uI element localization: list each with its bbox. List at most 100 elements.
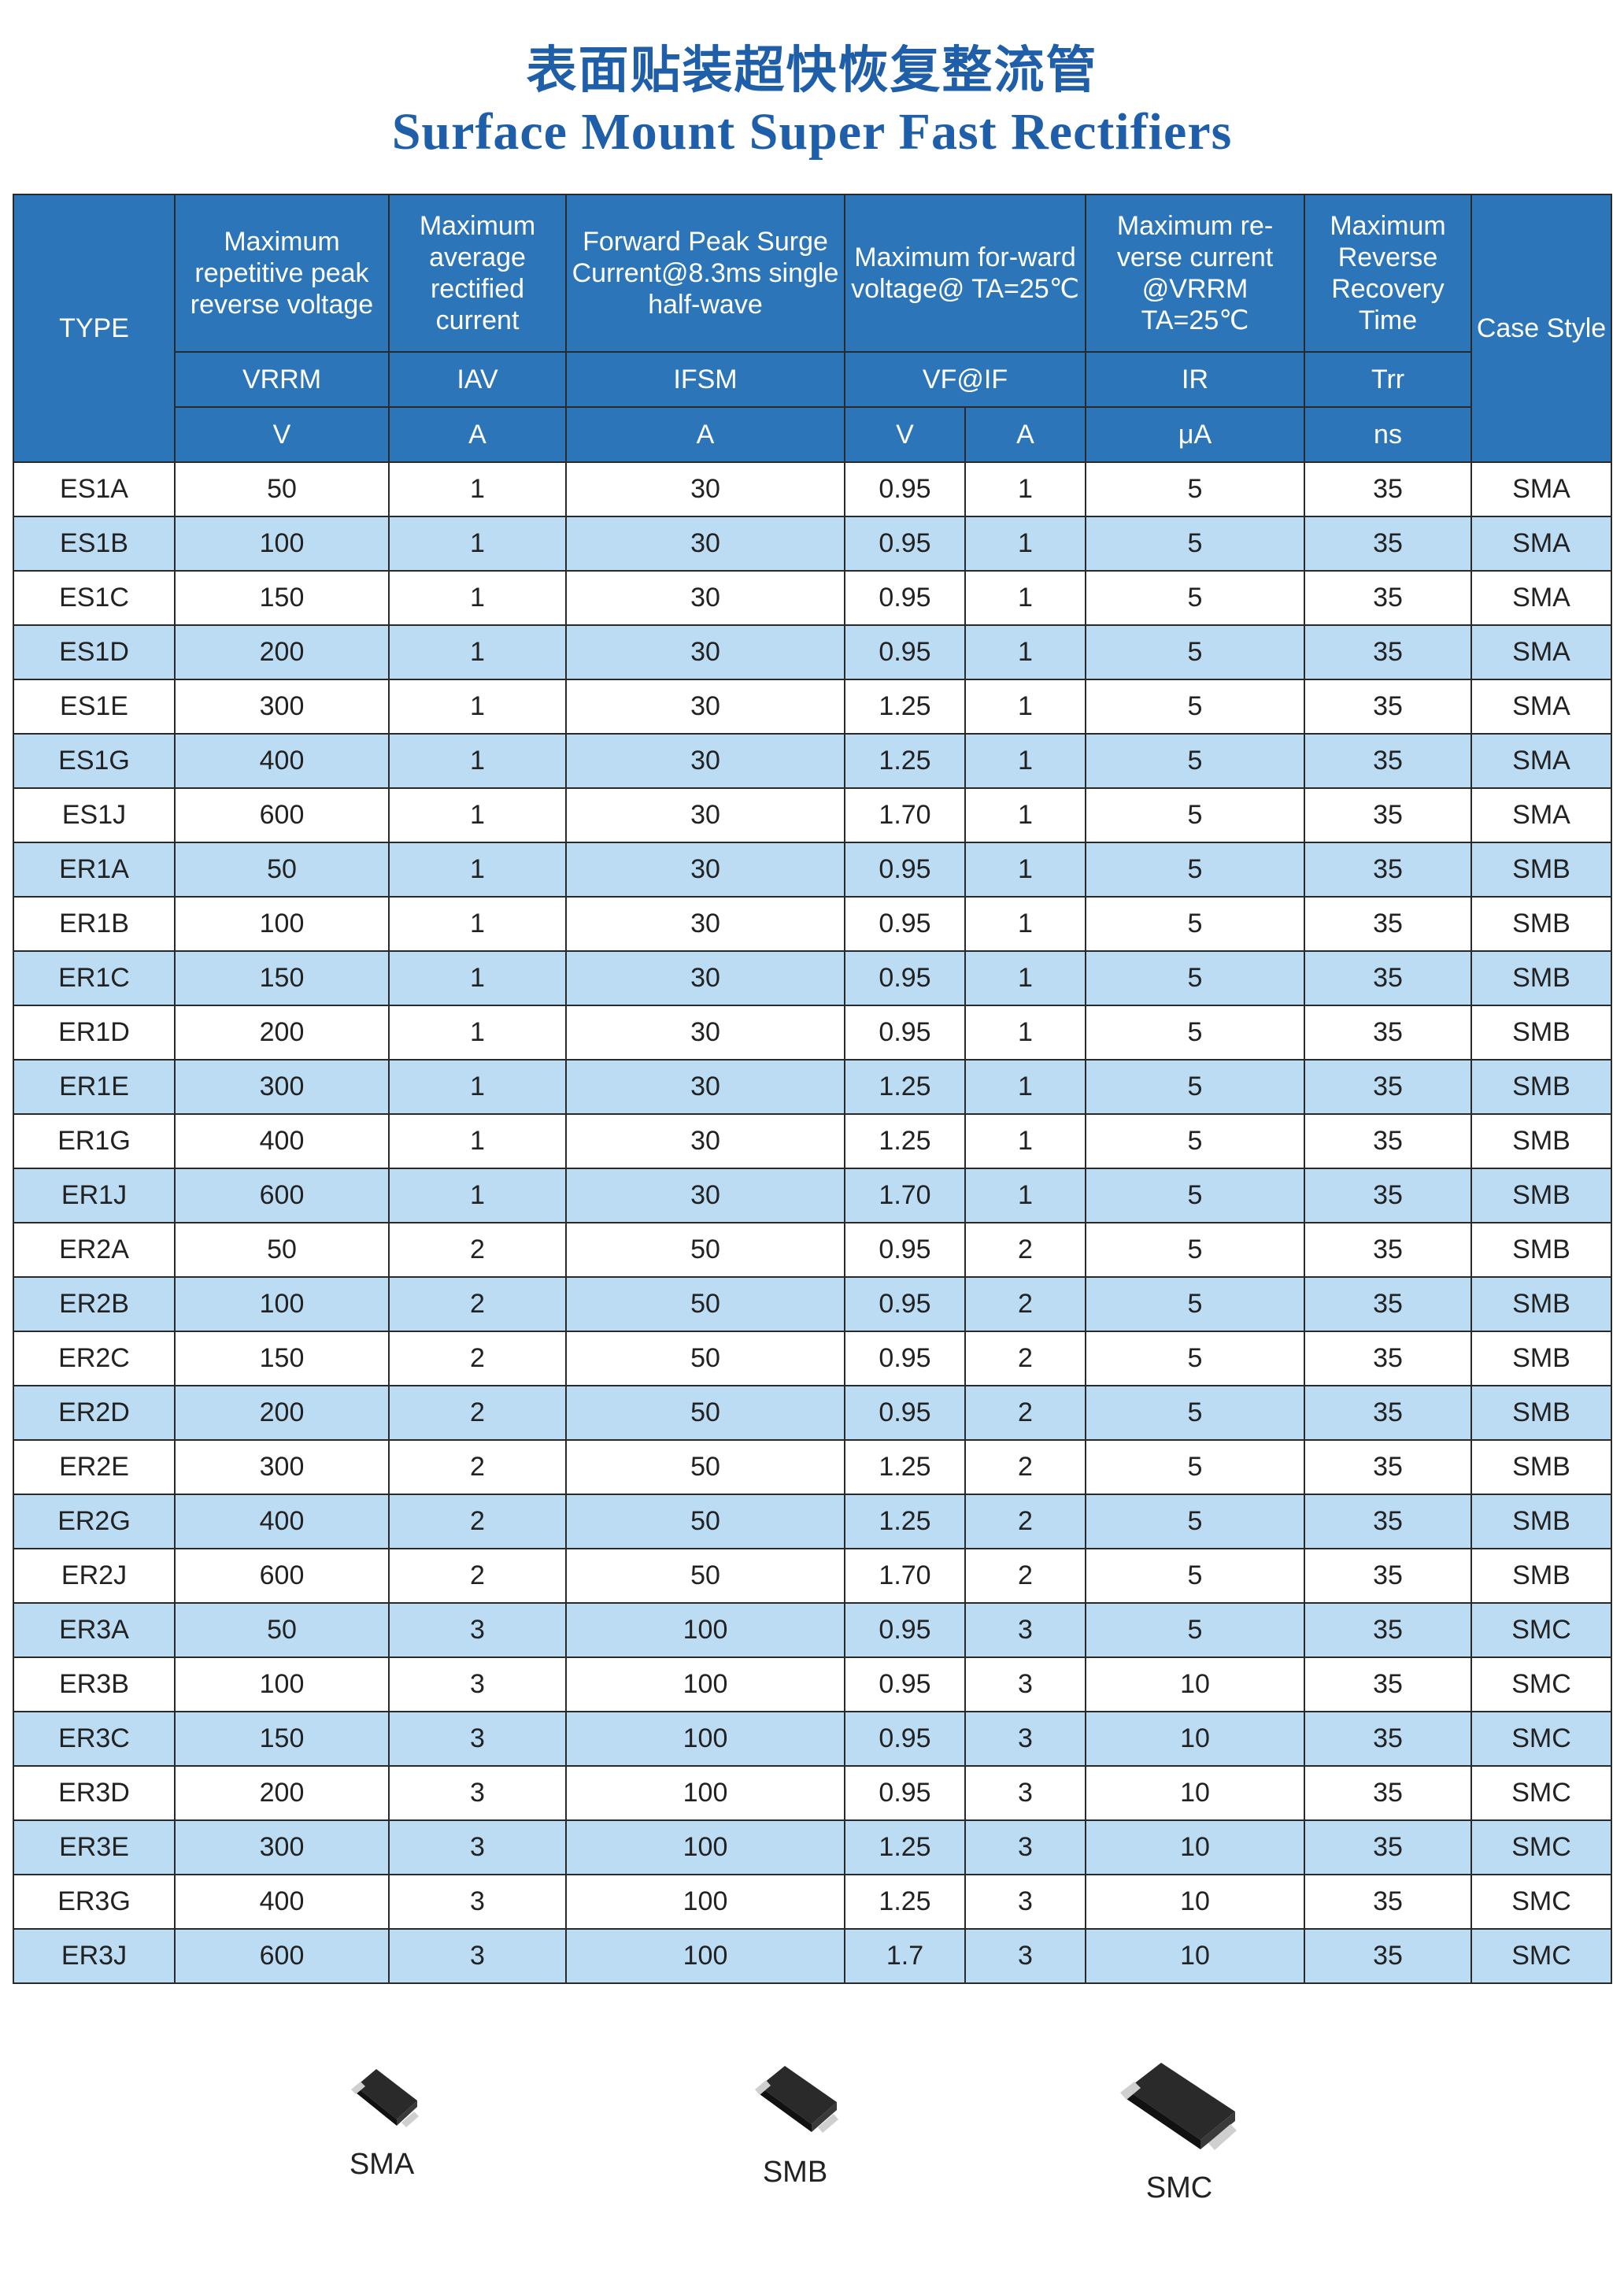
cell-type: ER1A — [13, 842, 176, 898]
cell-ifsm: 100 — [565, 1928, 845, 1984]
header-vf-desc: Maximum for-ward voltage@ TA=25℃ — [843, 194, 1087, 353]
cell-ifsm: 50 — [565, 1385, 845, 1441]
cell-ifsm: 100 — [565, 1602, 845, 1658]
cell-vrrm: 300 — [174, 1439, 390, 1495]
cell-ifsm: 50 — [565, 1494, 845, 1549]
cell-ir: 10 — [1085, 1819, 1306, 1875]
cell-if: 3 — [964, 1928, 1087, 1984]
cell-case: SMA — [1470, 570, 1613, 626]
cell-ir: 5 — [1085, 461, 1306, 517]
cell-vrrm: 300 — [174, 1819, 390, 1875]
cell-case: SMB — [1470, 1548, 1613, 1604]
cell-case: SMB — [1470, 1005, 1613, 1061]
cell-type: ER2C — [13, 1331, 176, 1386]
cell-vrrm: 300 — [174, 679, 390, 735]
cell-iav: 1 — [388, 842, 567, 898]
cell-type: ES1D — [13, 624, 176, 680]
cell-iav: 1 — [388, 1005, 567, 1061]
sma-package-icon — [351, 2069, 419, 2127]
cell-vrrm: 100 — [174, 896, 390, 952]
cell-type: ER3E — [13, 1819, 176, 1875]
cell-vf: 1.25 — [844, 1059, 966, 1115]
cell-case: SMB — [1470, 1059, 1613, 1115]
cell-type: ER2D — [13, 1385, 176, 1441]
table-row: ER1D 200 1 30 0.95 1 5 35 SMB — [13, 1005, 1613, 1061]
cell-vrrm: 50 — [174, 461, 390, 517]
cell-case: SMB — [1470, 1168, 1613, 1223]
cell-vf: 0.95 — [844, 896, 966, 952]
cell-iav: 3 — [388, 1711, 567, 1767]
cell-trr: 35 — [1304, 950, 1473, 1006]
cell-iav: 2 — [388, 1331, 567, 1386]
cell-vf: 1.25 — [844, 1113, 966, 1169]
table-row: ES1G 400 1 30 1.25 1 5 35 SMA — [13, 733, 1613, 789]
cell-type: ER3A — [13, 1602, 176, 1658]
cell-iav: 1 — [388, 950, 567, 1006]
package-smb: SMB — [701, 2055, 890, 2190]
cell-vf: 1.25 — [844, 733, 966, 789]
cell-vrrm: 150 — [174, 1711, 390, 1767]
table-row: ER3A 50 3 100 0.95 3 5 35 SMC — [13, 1602, 1613, 1658]
cell-case: SMB — [1470, 1385, 1613, 1441]
table-row: ES1C 150 1 30 0.95 1 5 35 SMA — [13, 570, 1613, 626]
page-title-en: Surface Mount Super Fast Rectifiers — [391, 103, 1233, 161]
cell-type: ER1E — [13, 1059, 176, 1115]
cell-if: 2 — [964, 1494, 1087, 1549]
cell-iav: 1 — [388, 570, 567, 626]
table-body: ES1A 50 1 30 0.95 1 5 35 SMA ES1B 100 1 30 0.95 1 5 35 SM… — [13, 461, 1613, 1984]
table-row: ER2C 150 2 50 0.95 2 5 35 SMB — [13, 1331, 1613, 1386]
cell-ifsm: 30 — [565, 896, 845, 952]
cell-iav: 1 — [388, 1113, 567, 1169]
cell-type: ES1G — [13, 733, 176, 789]
cell-trr: 35 — [1304, 1385, 1473, 1441]
cell-case: SMB — [1470, 1276, 1613, 1332]
cell-trr: 35 — [1304, 842, 1473, 898]
cell-vrrm: 50 — [174, 842, 390, 898]
cell-ir: 5 — [1085, 842, 1306, 898]
cell-vf: 1.25 — [844, 1819, 966, 1875]
cell-ifsm: 30 — [565, 1113, 845, 1169]
table-row: ES1E 300 1 30 1.25 1 5 35 SMA — [13, 679, 1613, 735]
cell-if: 2 — [964, 1385, 1087, 1441]
package-label-smc: SMC — [1145, 2171, 1213, 2204]
cell-vrrm: 600 — [174, 1548, 390, 1604]
header-iav-desc: Maximum average rectified current — [388, 194, 567, 353]
cell-trr: 35 — [1304, 1494, 1473, 1549]
cell-vrrm: 600 — [174, 1168, 390, 1223]
cell-ir: 5 — [1085, 570, 1306, 626]
cell-case: SMB — [1470, 950, 1613, 1006]
table-row: ER3E 300 3 100 1.25 3 10 35 SMC — [13, 1819, 1613, 1875]
cell-if: 3 — [964, 1765, 1087, 1821]
cell-ir: 5 — [1085, 1439, 1306, 1495]
table-row: ER1C 150 1 30 0.95 1 5 35 SMB — [13, 950, 1613, 1006]
cell-if: 1 — [964, 624, 1087, 680]
cell-vf: 0.95 — [844, 1005, 966, 1061]
cell-if: 1 — [964, 1168, 1087, 1223]
header-sym-ifsm: IFSM — [565, 351, 845, 408]
cell-ir: 5 — [1085, 1276, 1306, 1332]
cell-if: 1 — [964, 787, 1087, 843]
cell-iav: 3 — [388, 1765, 567, 1821]
cell-if: 1 — [964, 733, 1087, 789]
cell-vf: 0.95 — [844, 1765, 966, 1821]
cell-case: SMA — [1470, 516, 1613, 572]
cell-ir: 5 — [1085, 516, 1306, 572]
cell-type: ER1D — [13, 1005, 176, 1061]
cell-ir: 5 — [1085, 1602, 1306, 1658]
table-row: ER3G 400 3 100 1.25 3 10 35 SMC — [13, 1874, 1613, 1930]
cell-vf: 0.95 — [844, 461, 966, 517]
cell-trr: 35 — [1304, 1439, 1473, 1495]
header-case-style: Case Style — [1470, 194, 1613, 463]
cell-case: SMC — [1470, 1765, 1613, 1821]
header-unit-vrrm: V — [174, 406, 390, 463]
header-ifsm-desc: Forward Peak Surge Current@8.3ms single … — [565, 194, 845, 353]
cell-if: 3 — [964, 1874, 1087, 1930]
cell-type: ES1E — [13, 679, 176, 735]
header-vrrm-desc: Maximum repetitive peak reverse voltage — [174, 194, 390, 353]
cell-ir: 5 — [1085, 679, 1306, 735]
cell-type: ER3G — [13, 1874, 176, 1930]
cell-trr: 35 — [1304, 1928, 1473, 1984]
cell-type: ER2B — [13, 1276, 176, 1332]
header-sym-ir: IR — [1085, 351, 1306, 408]
package-smc: SMC — [1085, 2055, 1274, 2205]
